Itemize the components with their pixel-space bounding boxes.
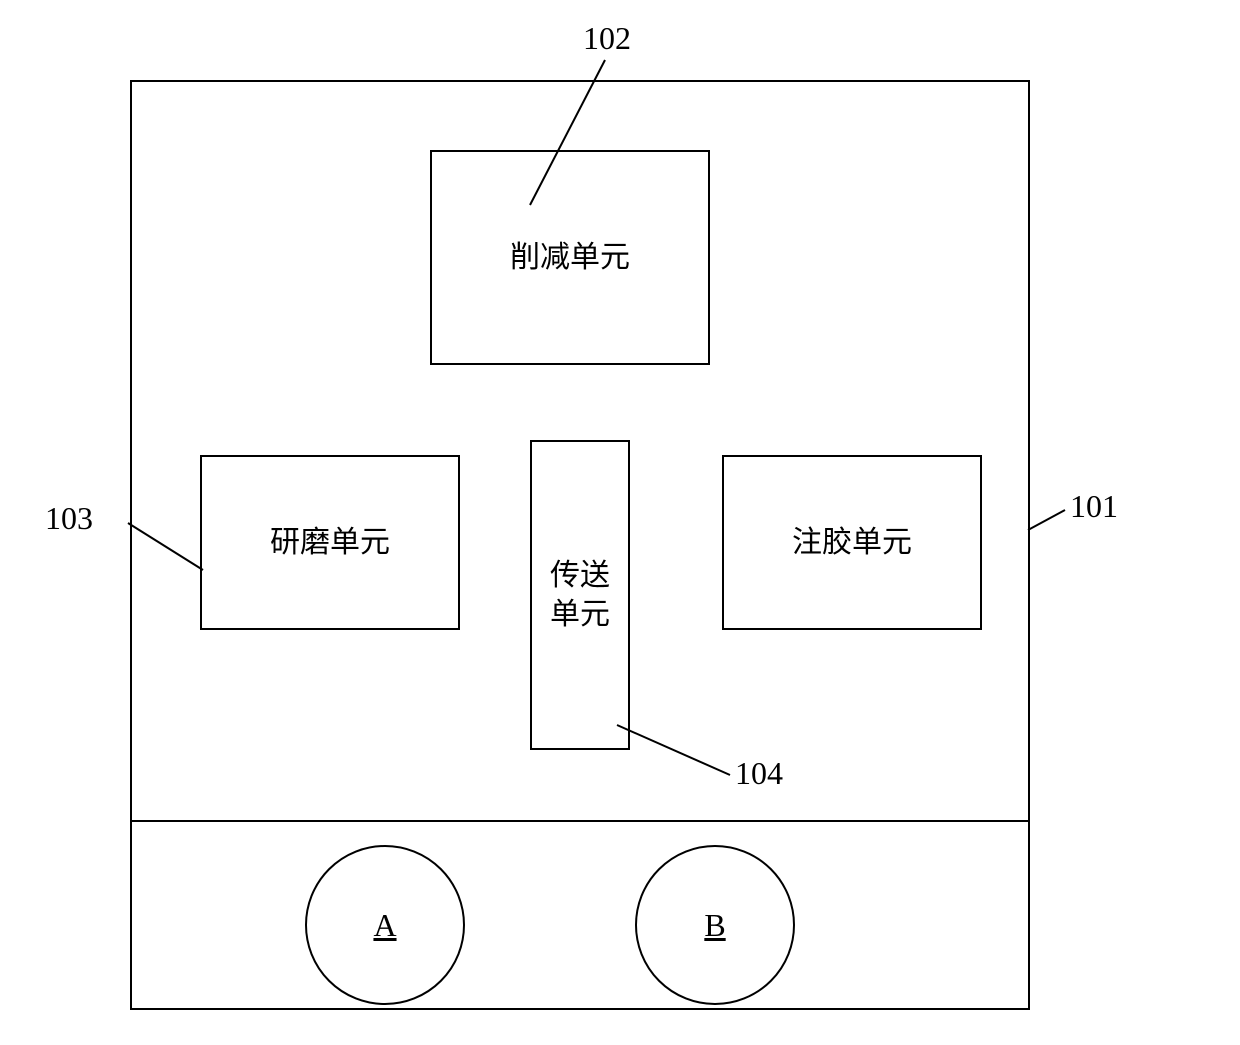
grinding-unit-box: 研磨单元	[200, 455, 460, 630]
ref-label-103: 103	[45, 500, 93, 537]
circle-a: A	[305, 845, 465, 1005]
ref-label-104: 104	[735, 755, 783, 792]
circle-a-label: A	[373, 907, 396, 944]
transfer-unit-box: 传送单元	[530, 440, 630, 750]
circle-b-label: B	[704, 907, 725, 944]
cutting-unit-label: 削减单元	[510, 238, 630, 277]
injection-unit-label: 注胶单元	[792, 523, 912, 562]
grinding-unit-label: 研磨单元	[270, 523, 390, 562]
injection-unit-box: 注胶单元	[722, 455, 982, 630]
divider-line	[130, 820, 1030, 822]
transfer-unit-label: 传送单元	[550, 556, 610, 634]
circle-b: B	[635, 845, 795, 1005]
leader-line-101	[1028, 510, 1065, 530]
ref-label-101: 101	[1070, 488, 1118, 525]
ref-label-102: 102	[583, 20, 631, 57]
cutting-unit-box: 削减单元	[430, 150, 710, 365]
